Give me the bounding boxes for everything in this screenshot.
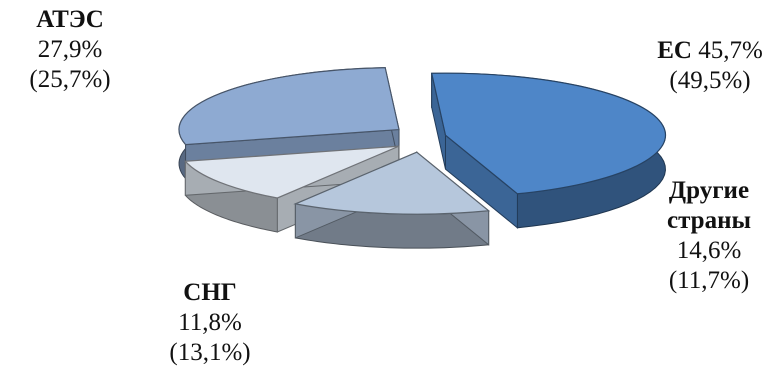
slice-es xyxy=(430,72,667,229)
label-other-value: 14,6% xyxy=(676,237,742,264)
label-es-value: 45,7% xyxy=(698,37,763,64)
label-atec-value: 27,9% xyxy=(37,36,103,63)
label-es: ЕС 45,7% (49,5%) xyxy=(640,36,778,96)
slice-cis-top xyxy=(184,145,400,199)
slice-es-top xyxy=(430,72,667,195)
label-es-prev: (49,5%) xyxy=(669,67,751,94)
slice-cis xyxy=(184,145,400,233)
label-other-name: Другие страны xyxy=(666,177,751,234)
label-cis-name: СНГ xyxy=(183,279,237,306)
slice-other xyxy=(293,151,491,249)
label-other-prev: (11,7%) xyxy=(668,267,750,294)
slice-other-top xyxy=(293,151,491,215)
label-es-name: ЕС xyxy=(657,37,692,64)
label-cis-value: 11,8% xyxy=(178,309,242,336)
slice-atec-top xyxy=(178,67,400,146)
label-atec: АТЭС 27,9% (25,7%) xyxy=(0,5,140,95)
label-atec-prev: (25,7%) xyxy=(29,66,111,93)
label-cis: СНГ 11,8% (13,1%) xyxy=(145,278,275,368)
label-cis-prev: (13,1%) xyxy=(169,339,251,366)
label-other: Другие страны 14,6% (11,7%) xyxy=(640,176,778,296)
label-atec-name: АТЭС xyxy=(36,6,104,33)
